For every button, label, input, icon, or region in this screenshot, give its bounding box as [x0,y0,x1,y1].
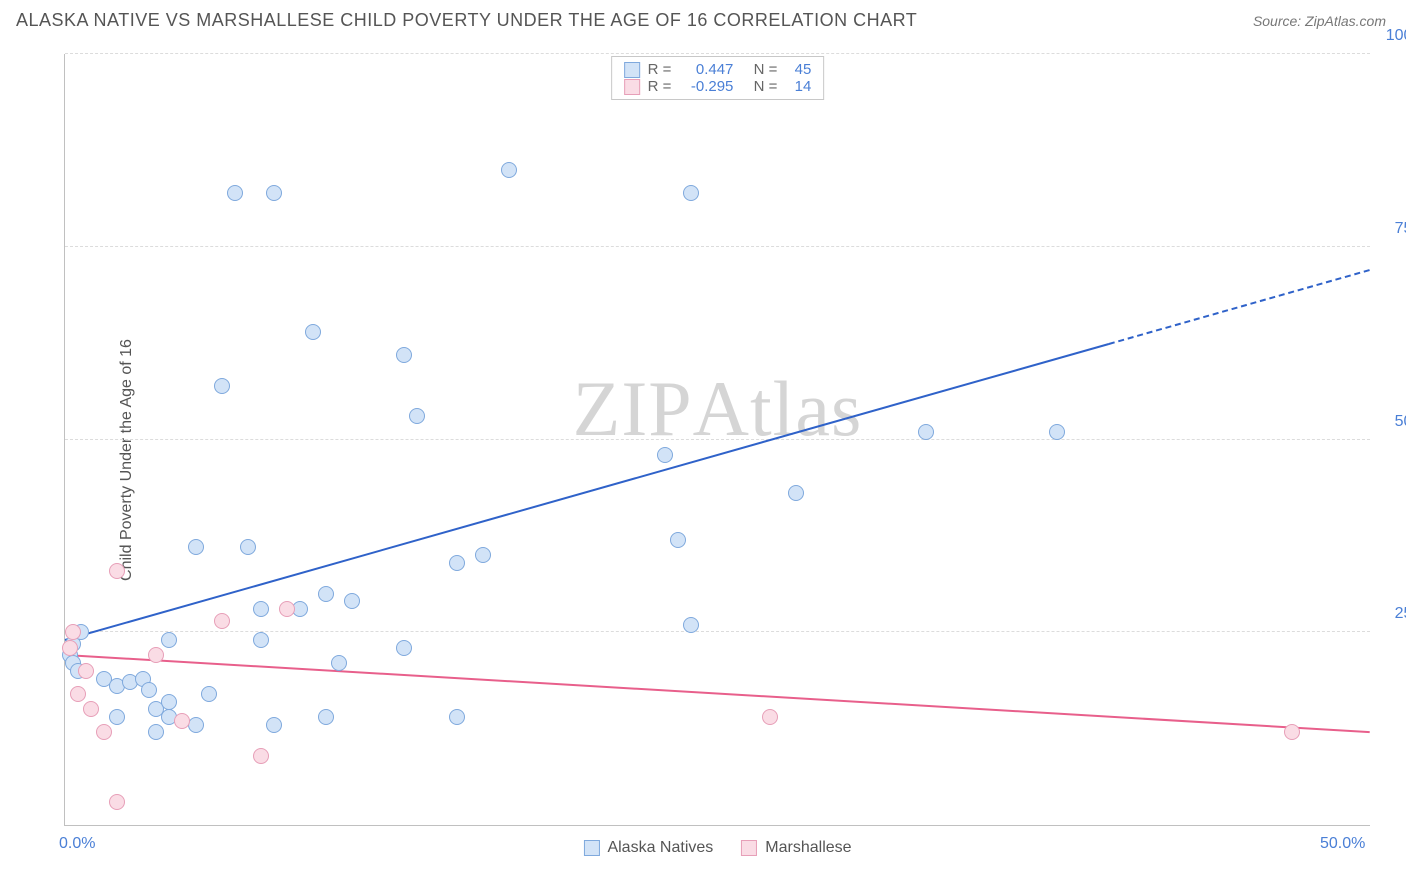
legend-row-series-0: R = 0.447 N = 45 [624,61,812,78]
data-point-series-0 [670,532,686,548]
data-point-series-0 [449,555,465,571]
data-point-series-0 [148,724,164,740]
data-point-series-0 [318,586,334,602]
data-point-series-0 [409,408,425,424]
data-point-series-1 [83,701,99,717]
legend-swatch-icon [583,840,599,856]
data-point-series-0 [161,632,177,648]
x-tick-label: 0.0% [59,835,95,853]
y-tick-label: 25.0% [1395,605,1406,623]
gridline [65,439,1370,440]
data-point-series-0 [109,709,125,725]
data-point-series-0 [331,655,347,671]
data-point-series-0 [253,632,269,648]
data-point-series-0 [1049,424,1065,440]
data-point-series-0 [449,709,465,725]
data-point-series-0 [266,185,282,201]
data-point-series-0 [396,640,412,656]
data-point-series-1 [78,663,94,679]
legend-swatch-icon [741,840,757,856]
data-point-series-0 [141,682,157,698]
data-point-series-1 [109,563,125,579]
data-point-series-0 [475,547,491,563]
data-point-series-0 [657,447,673,463]
data-point-series-0 [683,185,699,201]
data-point-series-1 [253,748,269,764]
legend-row-series-1: R = -0.295 N = 14 [624,78,812,95]
trend-line-1 [65,655,1370,732]
x-tick-label: 50.0% [1320,835,1365,853]
header: ALASKA NATIVE VS MARSHALLESE CHILD POVER… [0,0,1406,37]
data-point-series-0 [501,162,517,178]
legend-label-0: Alaska Natives [607,839,713,857]
data-point-series-1 [96,724,112,740]
data-point-series-1 [1284,724,1300,740]
data-point-series-0 [240,539,256,555]
data-point-series-0 [318,709,334,725]
data-point-series-0 [305,324,321,340]
y-tick-label: 50.0% [1395,413,1406,431]
data-point-series-1 [65,624,81,640]
data-point-series-0 [227,185,243,201]
y-tick-label: 75.0% [1395,220,1406,238]
data-point-series-0 [396,347,412,363]
data-point-series-0 [266,717,282,733]
data-point-series-0 [683,617,699,633]
gridline [65,246,1370,247]
legend-label-1: Marshallese [765,839,851,857]
scatter-plot-area: ZIPAtlas R = 0.447 N = 45 R = -0.295 N =… [64,54,1370,826]
data-point-series-1 [279,601,295,617]
data-point-series-0 [788,485,804,501]
watermark-text: ZIPAtlas [573,364,863,454]
legend-item-0: Alaska Natives [583,839,713,857]
data-point-series-0 [161,694,177,710]
data-point-series-0 [918,424,934,440]
correlation-legend: R = 0.447 N = 45 R = -0.295 N = 14 [611,56,825,100]
trend-line-0 [65,270,1370,640]
n-value-0: 45 [785,61,811,78]
n-value-1: 14 [785,78,811,95]
chart-container: Child Poverty Under the Age of 16 ZIPAtl… [16,44,1390,876]
data-point-series-1 [62,640,78,656]
data-point-series-1 [174,713,190,729]
data-point-series-0 [201,686,217,702]
r-value-0: 0.447 [679,61,733,78]
data-point-series-1 [109,794,125,810]
data-point-series-0 [253,601,269,617]
data-point-series-1 [214,613,230,629]
source-attribution: Source: ZipAtlas.com [1253,13,1386,29]
gridline [65,53,1370,54]
data-point-series-1 [70,686,86,702]
y-tick-label: 100.0% [1386,27,1406,45]
series-legend: Alaska Natives Marshallese [583,839,851,857]
legend-item-1: Marshallese [741,839,851,857]
legend-swatch-0 [624,62,640,78]
data-point-series-1 [148,647,164,663]
data-point-series-0 [188,539,204,555]
data-point-series-1 [762,709,778,725]
data-point-series-0 [214,378,230,394]
legend-swatch-1 [624,79,640,95]
data-point-series-0 [344,593,360,609]
chart-title: ALASKA NATIVE VS MARSHALLESE CHILD POVER… [16,10,917,31]
r-value-1: -0.295 [679,78,733,95]
